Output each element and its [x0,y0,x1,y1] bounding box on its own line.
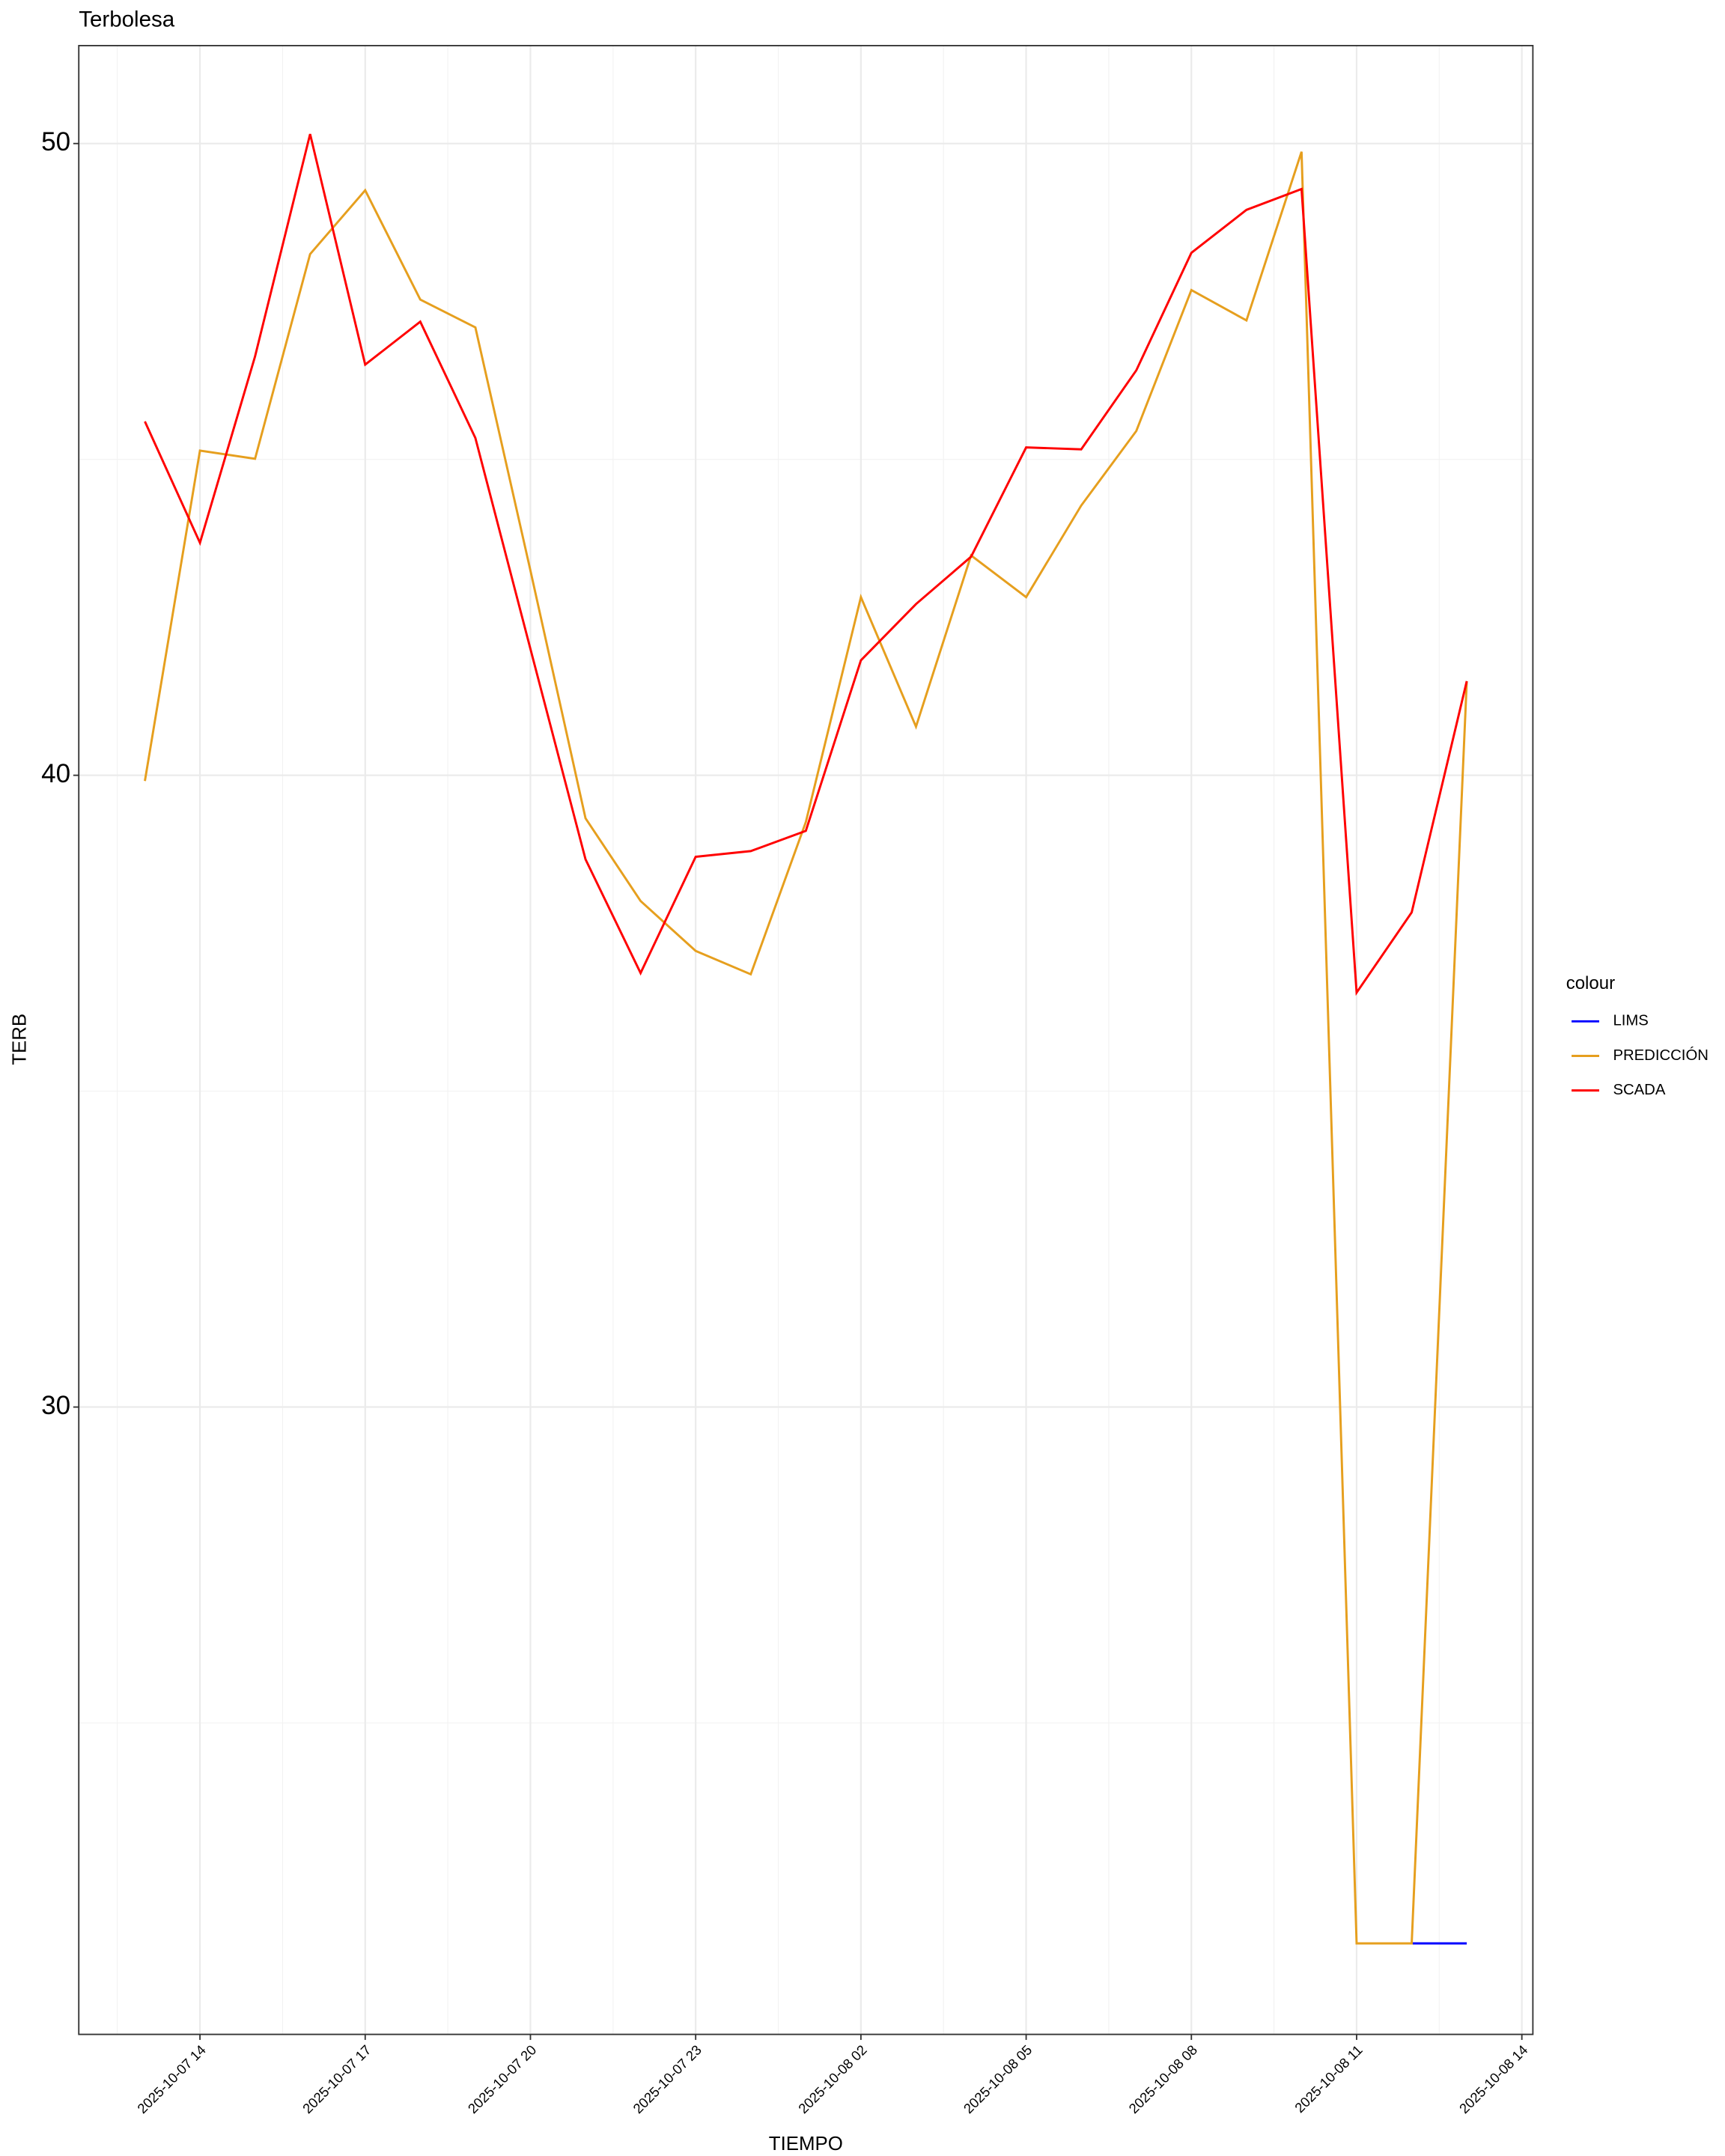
legend-title: colour [1566,973,1615,993]
x-tick-label: 2025-10-08 14 [1456,2041,1531,2116]
x-tick-label: 2025-10-07 17 [299,2041,374,2116]
x-tick-label: 2025-10-08 11 [1292,2041,1366,2116]
line [144,133,1468,996]
legend-label: LIMS [1613,1013,1648,1029]
y-tick-label: 40 [41,759,70,788]
x-tick-label: 2025-10-08 08 [1125,2041,1200,2116]
x-tick-label: 2025-10-07 23 [630,2041,705,2116]
legend-label: PREDICCIÓN [1613,1047,1708,1064]
x-axis-label: TIEMPO [769,2134,843,2155]
legend-label: SCADA [1613,1082,1665,1098]
panel-border [78,45,1534,2035]
line [144,151,1468,1945]
panel [79,45,1533,2035]
chart-title: Terbolesa [79,7,175,31]
x-tick-label: 2025-10-08 05 [961,2041,1035,2116]
x-tick-label: 2025-10-07 20 [465,2041,540,2116]
y-tick-label: 50 [41,127,70,156]
y-tick-label: 30 [41,1391,70,1420]
x-tick-label: 2025-10-07 14 [134,2041,209,2116]
y-axis-label: TERB [10,1014,31,1065]
x-tick-label: 2025-10-08 02 [795,2041,870,2116]
